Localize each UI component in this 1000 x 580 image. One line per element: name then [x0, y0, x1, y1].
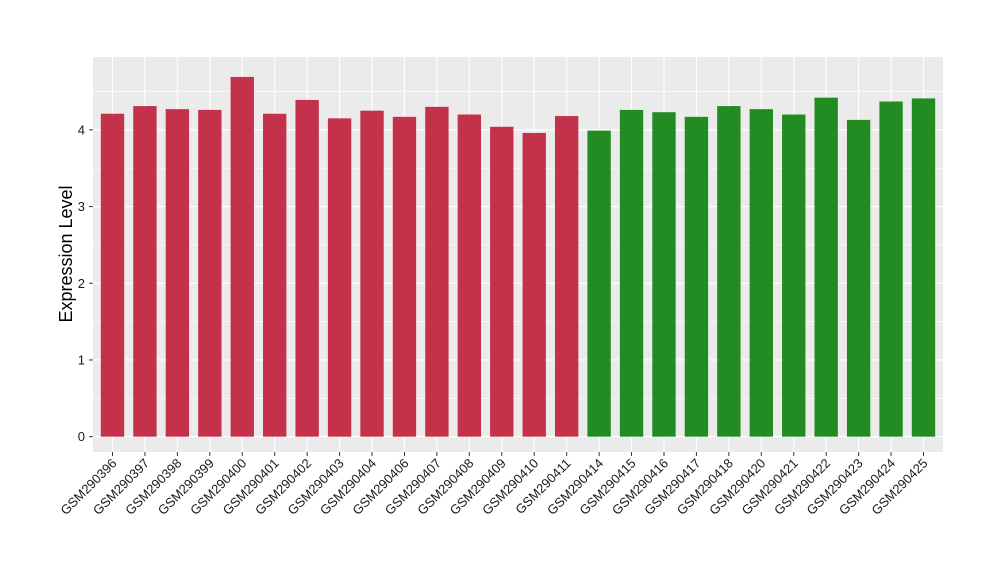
bar — [814, 97, 838, 437]
bar — [360, 110, 384, 437]
bar — [749, 109, 773, 437]
y-tick-label: 2 — [78, 276, 85, 291]
bar — [327, 118, 352, 437]
bar — [684, 116, 709, 437]
y-axis-title: Expression Level — [56, 185, 76, 322]
bar — [587, 130, 611, 437]
bar — [652, 112, 676, 437]
y-tick-label: 3 — [78, 199, 85, 214]
bar — [230, 76, 254, 437]
y-axis-ticks: 0 1 2 3 4 — [78, 122, 93, 444]
y-tick-label: 4 — [78, 122, 85, 137]
y-tick-label: 0 — [78, 429, 85, 444]
bar — [295, 99, 319, 437]
bar — [425, 106, 449, 437]
bar — [554, 116, 579, 437]
bar — [717, 106, 741, 437]
bar — [879, 101, 903, 437]
bar — [457, 114, 482, 437]
bar — [619, 109, 644, 437]
bars — [100, 76, 936, 437]
bar — [165, 109, 190, 437]
bar — [911, 98, 936, 437]
bar — [490, 126, 514, 437]
bar — [100, 113, 125, 437]
bar — [198, 109, 222, 437]
bar — [846, 119, 871, 437]
y-tick-label: 1 — [78, 352, 85, 367]
bar — [263, 113, 287, 437]
bar — [782, 114, 806, 437]
bar — [522, 132, 546, 437]
x-axis-ticks: GSM290396GSM290397GSM290398GSM290399GSM2… — [57, 452, 931, 518]
bar — [392, 116, 417, 437]
bar — [133, 106, 157, 437]
